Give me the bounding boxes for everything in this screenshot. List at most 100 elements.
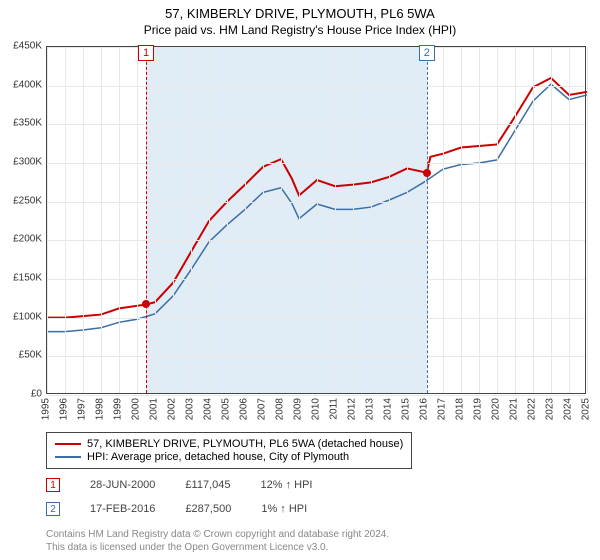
transaction-index-box: 2 (46, 502, 60, 516)
x-tick-label: 2002 (167, 398, 178, 420)
footer-line: This data is licensed under the Open Gov… (46, 541, 389, 554)
x-tick-label: 1999 (113, 398, 124, 420)
event-index-box: 2 (419, 45, 435, 61)
x-tick-label: 2012 (347, 398, 358, 420)
legend-label: HPI: Average price, detached house, City… (87, 451, 349, 463)
gridline-h (47, 395, 585, 396)
transaction-price: £287,500 (185, 503, 231, 515)
chart-title: 57, KIMBERLY DRIVE, PLYMOUTH, PL6 5WA (0, 6, 600, 21)
gridline-v (569, 47, 570, 393)
y-tick-label: £250K (13, 195, 42, 206)
gridline-v (299, 47, 300, 393)
gridline-v (587, 47, 588, 393)
gridline-v (317, 47, 318, 393)
gridline-v (263, 47, 264, 393)
transaction-index-box: 1 (46, 478, 60, 492)
x-tick-label: 2018 (455, 398, 466, 420)
gridline-v (47, 47, 48, 393)
y-tick-label: £50K (19, 350, 42, 361)
chart-subtitle: Price paid vs. HM Land Registry's House … (0, 23, 600, 37)
gridline-h (47, 124, 585, 125)
x-tick-label: 2007 (257, 398, 268, 420)
legend: 57, KIMBERLY DRIVE, PLYMOUTH, PL6 5WA (d… (46, 432, 412, 469)
footer-attribution: Contains HM Land Registry data © Crown c… (46, 528, 389, 554)
gridline-v (551, 47, 552, 393)
chart-container: 57, KIMBERLY DRIVE, PLYMOUTH, PL6 5WA Pr… (0, 0, 600, 560)
x-tick-label: 2016 (419, 398, 430, 420)
gridline-v (155, 47, 156, 393)
plot-area: 12 (46, 46, 586, 394)
x-tick-label: 2001 (149, 398, 160, 420)
gridline-h (47, 240, 585, 241)
transaction-row: 1 28-JUN-2000 £117,045 12% ↑ HPI (46, 478, 312, 492)
x-tick-label: 2008 (275, 398, 286, 420)
x-tick-label: 1998 (95, 398, 106, 420)
gridline-h (47, 202, 585, 203)
transaction-row: 2 17-FEB-2016 £287,500 1% ↑ HPI (46, 502, 307, 516)
legend-item: HPI: Average price, detached house, City… (55, 451, 403, 463)
y-tick-label: £100K (13, 311, 42, 322)
gridline-v (479, 47, 480, 393)
gridline-v (245, 47, 246, 393)
titles: 57, KIMBERLY DRIVE, PLYMOUTH, PL6 5WA Pr… (0, 0, 600, 37)
gridline-h (47, 47, 585, 48)
transaction-price: £117,045 (185, 479, 230, 491)
y-tick-label: £350K (13, 118, 42, 129)
gridline-v (497, 47, 498, 393)
y-tick-label: £400K (13, 79, 42, 90)
x-tick-label: 1995 (41, 398, 52, 420)
gridline-v (209, 47, 210, 393)
x-tick-label: 2023 (545, 398, 556, 420)
gridline-v (461, 47, 462, 393)
transaction-date: 28-JUN-2000 (90, 479, 155, 491)
gridline-v (191, 47, 192, 393)
gridline-h (47, 356, 585, 357)
price-marker (423, 169, 431, 177)
y-tick-label: £150K (13, 273, 42, 284)
x-tick-label: 2014 (383, 398, 394, 420)
transaction-delta: 1% ↑ HPI (261, 503, 307, 515)
x-tick-label: 2020 (491, 398, 502, 420)
event-index-box: 1 (138, 45, 154, 61)
gridline-v (371, 47, 372, 393)
x-tick-label: 2004 (203, 398, 214, 420)
gridline-h (47, 318, 585, 319)
line-svg (47, 47, 585, 393)
legend-swatch (55, 443, 81, 445)
gridline-v (65, 47, 66, 393)
gridline-h (47, 86, 585, 87)
x-tick-label: 2017 (437, 398, 448, 420)
gridline-v (101, 47, 102, 393)
gridline-v (173, 47, 174, 393)
x-tick-label: 2010 (311, 398, 322, 420)
gridline-v (137, 47, 138, 393)
x-tick-label: 2013 (365, 398, 376, 420)
event-line (427, 47, 428, 393)
y-tick-label: £300K (13, 157, 42, 168)
gridline-v (515, 47, 516, 393)
footer-line: Contains HM Land Registry data © Crown c… (46, 528, 389, 541)
y-tick-label: £450K (13, 41, 42, 52)
gridline-v (407, 47, 408, 393)
price-marker (142, 300, 150, 308)
gridline-v (443, 47, 444, 393)
legend-item: 57, KIMBERLY DRIVE, PLYMOUTH, PL6 5WA (d… (55, 438, 403, 450)
x-tick-label: 2006 (239, 398, 250, 420)
gridline-v (353, 47, 354, 393)
x-tick-label: 2000 (131, 398, 142, 420)
gridline-v (533, 47, 534, 393)
x-tick-label: 1997 (77, 398, 88, 420)
x-tick-label: 2025 (581, 398, 592, 420)
gridline-v (389, 47, 390, 393)
x-tick-label: 2011 (329, 398, 340, 420)
x-tick-label: 2003 (185, 398, 196, 420)
gridline-v (335, 47, 336, 393)
transaction-delta: 12% ↑ HPI (261, 479, 313, 491)
x-tick-label: 2021 (509, 398, 520, 420)
x-tick-label: 2022 (527, 398, 538, 420)
x-tick-label: 2005 (221, 398, 232, 420)
gridline-v (281, 47, 282, 393)
y-tick-label: £200K (13, 234, 42, 245)
event-line (146, 47, 147, 393)
transaction-date: 17-FEB-2016 (90, 503, 155, 515)
